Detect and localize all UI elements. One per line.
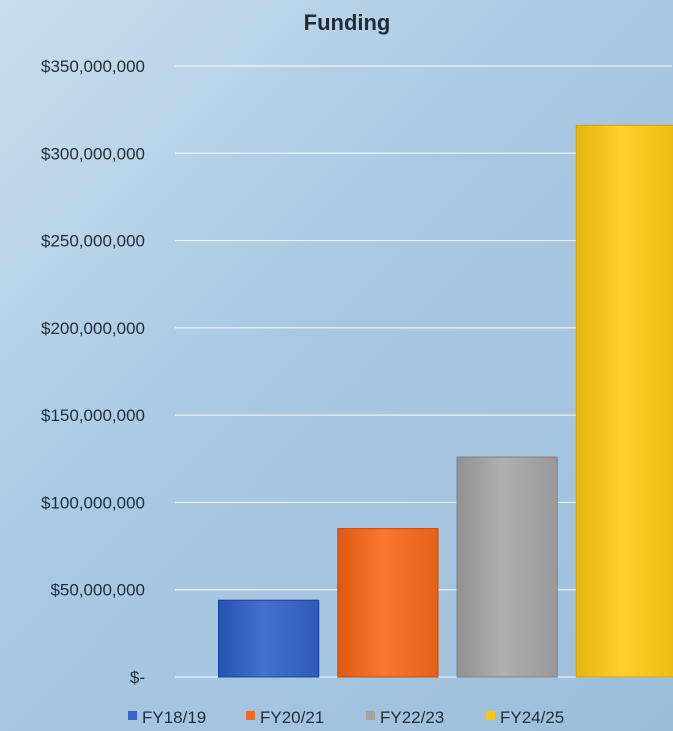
y-axis-tick-labels: $- $50,000,000 $100,000,000 $150,000,000 $20…: [41, 57, 145, 687]
chart-title: Funding: [304, 10, 391, 35]
bar-fy20-21: [337, 528, 439, 678]
y-tick-label: $200,000,000: [41, 319, 145, 338]
bar-fy18-19: [218, 599, 320, 678]
legend-label: FY20/21: [260, 708, 324, 727]
legend-swatch: [128, 711, 137, 720]
bar-fy24-25: [575, 124, 673, 678]
legend-swatch: [246, 711, 255, 720]
y-tick-label: $100,000,000: [41, 493, 145, 512]
legend-label: FY24/25: [500, 708, 564, 727]
legend: FY18/19 FY20/21 FY22/23 FY24/25: [128, 708, 564, 727]
y-tick-label: $150,000,000: [41, 406, 145, 425]
bar-fy22-23: [456, 456, 558, 678]
y-tick-label: $50,000,000: [50, 581, 145, 600]
legend-swatch: [486, 711, 495, 720]
legend-label: FY22/23: [380, 708, 444, 727]
legend-label: FY18/19: [142, 708, 206, 727]
y-tick-label: $300,000,000: [41, 144, 145, 163]
y-tick-label: $350,000,000: [41, 57, 145, 76]
y-tick-label: $-: [130, 668, 145, 687]
y-tick-label: $250,000,000: [41, 232, 145, 251]
bars: [218, 124, 673, 678]
legend-swatch: [366, 711, 375, 720]
gridlines: [175, 65, 672, 678]
